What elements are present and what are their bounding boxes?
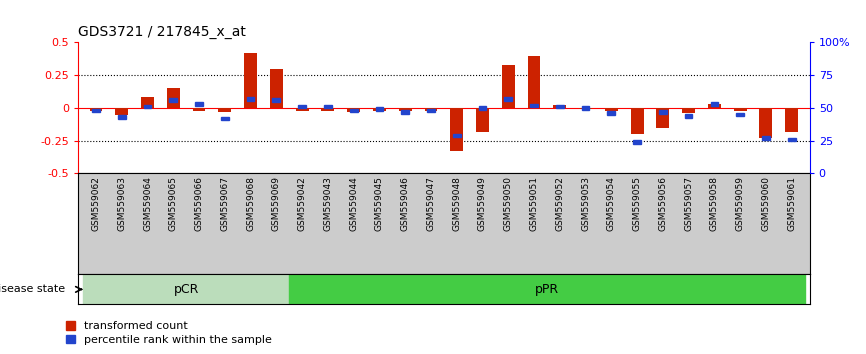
Text: GSM559062: GSM559062 [92, 177, 100, 232]
Text: disease state: disease state [0, 284, 65, 295]
Bar [270, 69, 283, 108]
Bar [167, 88, 180, 108]
Bar [170, 98, 178, 102]
Bar [788, 138, 796, 141]
Bar [376, 108, 384, 111]
Text: GSM559051: GSM559051 [529, 177, 539, 232]
Bar [115, 108, 128, 115]
Bar [501, 65, 514, 108]
Text: GDS3721 / 217845_x_at: GDS3721 / 217845_x_at [78, 25, 246, 39]
Bar [347, 108, 360, 112]
Text: GSM559045: GSM559045 [375, 177, 384, 232]
Bar [476, 108, 489, 132]
Bar [83, 274, 289, 304]
Bar [192, 108, 205, 110]
Bar [708, 104, 721, 108]
Text: GSM559052: GSM559052 [555, 177, 565, 232]
Legend: transformed count, percentile rank within the sample: transformed count, percentile rank withi… [66, 321, 272, 345]
Bar [89, 108, 102, 110]
Bar [762, 136, 770, 140]
Bar [607, 112, 615, 115]
Bar [321, 108, 334, 110]
Bar [734, 108, 746, 110]
Bar [144, 105, 152, 108]
Bar [218, 108, 231, 112]
Bar [273, 98, 281, 102]
Bar [221, 116, 229, 120]
Bar [453, 134, 461, 137]
Bar [295, 108, 308, 110]
Text: GSM559056: GSM559056 [658, 177, 668, 232]
Bar [373, 108, 386, 110]
Text: GSM559042: GSM559042 [298, 177, 307, 231]
Text: GSM559069: GSM559069 [272, 177, 281, 232]
Text: GSM559060: GSM559060 [761, 177, 771, 232]
Bar [556, 105, 564, 108]
Bar [195, 102, 203, 106]
Text: GSM559058: GSM559058 [710, 177, 719, 232]
Text: GSM559047: GSM559047 [426, 177, 436, 232]
Bar [450, 108, 463, 151]
Bar [479, 106, 487, 110]
Bar [682, 108, 695, 113]
Text: GSM559044: GSM559044 [349, 177, 359, 231]
Bar [530, 103, 538, 107]
Text: GSM559061: GSM559061 [787, 177, 796, 232]
Text: GSM559059: GSM559059 [735, 177, 745, 232]
Bar [427, 109, 435, 113]
Text: GSM559065: GSM559065 [169, 177, 178, 232]
Bar [324, 105, 332, 108]
Bar [656, 108, 669, 128]
Bar [141, 97, 154, 108]
Text: GSM559048: GSM559048 [452, 177, 462, 232]
Bar [504, 97, 512, 101]
Bar [604, 108, 617, 110]
Bar [527, 56, 540, 108]
Bar [424, 108, 437, 110]
Text: GSM559068: GSM559068 [246, 177, 255, 232]
Bar [710, 102, 718, 106]
Bar [736, 113, 744, 116]
Text: GSM559055: GSM559055 [632, 177, 642, 232]
Bar [659, 110, 667, 114]
Bar [398, 108, 411, 110]
Bar [244, 53, 257, 108]
Text: GSM559050: GSM559050 [504, 177, 513, 232]
Bar [92, 109, 100, 113]
Text: GSM559053: GSM559053 [581, 177, 590, 232]
Bar [759, 108, 772, 138]
Text: GSM559057: GSM559057 [684, 177, 693, 232]
Text: GSM559054: GSM559054 [607, 177, 616, 232]
Bar [298, 105, 306, 108]
Bar [685, 114, 693, 118]
Text: GSM559046: GSM559046 [401, 177, 410, 232]
Bar [582, 106, 590, 110]
Bar [350, 109, 358, 113]
Bar [247, 97, 255, 101]
Text: pPR: pPR [535, 283, 559, 296]
Bar [785, 108, 798, 132]
Bar [553, 105, 566, 108]
Text: GSM559067: GSM559067 [220, 177, 229, 232]
Text: GSM559043: GSM559043 [323, 177, 333, 232]
Bar [289, 274, 805, 304]
Bar [118, 115, 126, 119]
Text: GSM559066: GSM559066 [195, 177, 204, 232]
Bar [401, 110, 409, 114]
Text: pCR: pCR [173, 283, 199, 296]
Text: GSM559049: GSM559049 [478, 177, 487, 232]
Bar [630, 108, 643, 134]
Text: GSM559063: GSM559063 [117, 177, 126, 232]
Bar [633, 140, 641, 144]
Bar [579, 108, 592, 109]
Text: GSM559064: GSM559064 [143, 177, 152, 232]
